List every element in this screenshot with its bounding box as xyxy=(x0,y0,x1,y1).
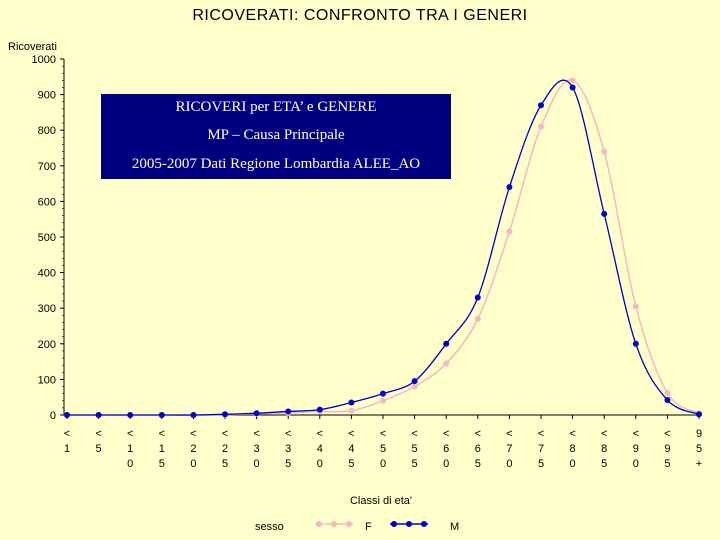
legend-label: F xyxy=(365,521,372,533)
legend-marker xyxy=(331,521,337,527)
y-tick-label: 700 xyxy=(38,161,56,173)
legend-label: M xyxy=(450,521,459,533)
data-point xyxy=(222,411,228,418)
x-tick-label: <4 5 xyxy=(348,428,354,470)
x-axis-label: Classi di eta' xyxy=(350,495,412,507)
data-point xyxy=(443,340,450,347)
y-tick-label: 200 xyxy=(38,339,56,351)
x-tick-label: <1 5 xyxy=(159,428,165,470)
data-point xyxy=(506,184,513,191)
y-tick-label: 600 xyxy=(38,196,56,208)
y-tick-label: 400 xyxy=(38,268,56,280)
series-layer xyxy=(64,77,702,418)
x-tick-label: <9 5 xyxy=(664,428,670,470)
x-tick-label: <3 0 xyxy=(253,428,259,470)
data-point xyxy=(601,210,608,217)
x-tick-label: <1 0 xyxy=(127,428,133,470)
data-point xyxy=(632,340,639,347)
legend-title: sesso xyxy=(255,521,284,533)
data-point xyxy=(285,408,292,415)
legend-marker xyxy=(421,521,427,527)
data-point xyxy=(569,84,576,91)
x-tick-label: <9 0 xyxy=(633,428,639,470)
x-tick-label: <5 0 xyxy=(380,428,386,470)
data-point xyxy=(664,397,671,404)
legend-marker xyxy=(406,521,412,527)
data-point xyxy=(316,406,323,413)
x-tick-label: <7 0 xyxy=(506,428,512,470)
data-point xyxy=(632,303,639,310)
x-tick-label: <8 5 xyxy=(601,428,607,470)
chart-title: RICOVERATI: CONFRONTO TRA I GENERI xyxy=(192,7,527,24)
data-point xyxy=(380,397,386,404)
y-tick-label: 1000 xyxy=(32,54,56,66)
data-point xyxy=(95,412,102,418)
data-point xyxy=(443,360,450,367)
y-tick-label: 300 xyxy=(38,303,56,315)
y-ticks: 0 100 200 300 400 500 600 700 800 900 1000 xyxy=(32,54,64,422)
legend: sesso F M xyxy=(255,521,459,533)
data-point xyxy=(158,412,165,418)
x-tick-label: <6 0 xyxy=(443,428,449,470)
x-tick-label: <2 0 xyxy=(190,428,196,470)
info-box: RICOVERI per ETA’ e GENERE MP – Causa Pr… xyxy=(101,94,451,179)
info-line-2: MP – Causa Principale xyxy=(207,127,345,143)
data-point xyxy=(506,228,513,235)
data-point xyxy=(190,412,197,418)
legend-marker xyxy=(391,521,397,527)
data-point xyxy=(64,412,70,418)
data-point xyxy=(696,411,702,418)
x-tick-label: <8 0 xyxy=(569,428,575,470)
data-point xyxy=(411,378,418,385)
data-point xyxy=(538,123,544,130)
series-M xyxy=(64,79,702,418)
x-tick-label: 9 5 + xyxy=(696,428,702,470)
legend-marker xyxy=(316,521,322,527)
y-axis-label: Ricoverati xyxy=(8,41,57,53)
data-point xyxy=(664,389,671,396)
data-point xyxy=(253,410,260,417)
data-point xyxy=(474,294,481,301)
y-tick-label: 900 xyxy=(38,90,56,102)
x-ticks: <1 < 5 < 1 0 < 1 5 < 2 0 < 2 5 < 3 0 < 3 5 < 4 0 < 4 5 < 5 0 < 5 5 < 6 0 < 6 5… xyxy=(64,415,702,470)
y-tick-label: 100 xyxy=(38,374,56,386)
data-point xyxy=(348,399,355,406)
data-point xyxy=(569,77,576,84)
x-tick-label: <7 5 xyxy=(538,428,544,470)
data-point xyxy=(348,407,355,414)
data-point xyxy=(538,102,544,109)
y-tick-label: 500 xyxy=(38,232,56,244)
x-tick-label: <3 5 xyxy=(285,428,291,470)
info-line-1: RICOVERI per ETA’ e GENERE xyxy=(175,99,377,115)
legend-item-F: F xyxy=(315,521,372,533)
x-tick-label: <6 5 xyxy=(475,428,481,470)
legend-marker xyxy=(346,521,352,527)
x-tick-label: <2 5 xyxy=(222,428,228,470)
y-tick-label: 0 xyxy=(50,410,56,422)
data-point xyxy=(411,383,418,390)
data-point xyxy=(474,315,481,322)
x-tick-label: <1 xyxy=(64,428,70,455)
x-tick-label: <5 5 xyxy=(411,428,417,470)
info-line-3: 2005-2007 Dati Regione Lombardia ALEE_AO xyxy=(131,156,421,172)
x-tick-label: <5 xyxy=(95,428,101,455)
data-point xyxy=(127,412,134,418)
data-point xyxy=(601,148,608,155)
legend-item-M: M xyxy=(390,521,459,533)
y-tick-label: 800 xyxy=(38,125,56,137)
x-tick-label: <4 0 xyxy=(317,428,323,470)
data-point xyxy=(380,390,386,397)
